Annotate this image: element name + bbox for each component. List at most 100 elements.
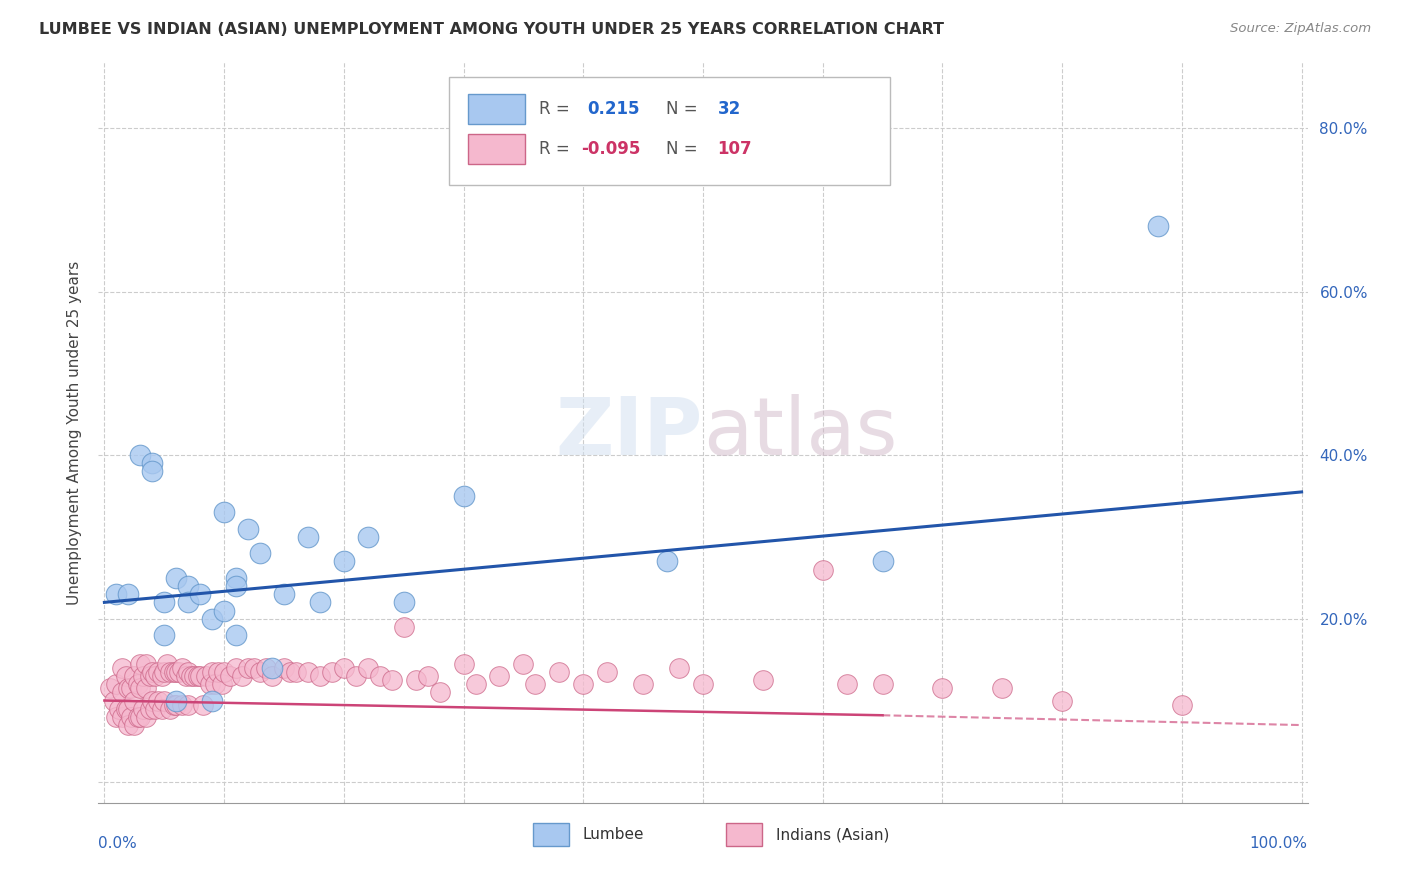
Point (872, 677, 894, 691)
Point (931, 681, 953, 696)
Point (115, 669, 138, 683)
Text: N =: N = (665, 140, 697, 158)
Point (174, 669, 197, 683)
Point (177, 579, 200, 593)
Point (159, 702, 181, 716)
Point (548, 665, 571, 679)
Point (273, 661, 295, 675)
Point (201, 693, 224, 707)
Point (212, 665, 235, 679)
Point (655, 554, 678, 568)
Point (692, 677, 714, 691)
Point (187, 669, 209, 683)
Point (183, 669, 205, 683)
Point (835, 677, 858, 691)
Point (111, 710, 134, 724)
Point (512, 657, 534, 671)
Point (177, 595, 200, 609)
Point (198, 677, 221, 691)
Point (631, 677, 654, 691)
Point (156, 657, 179, 671)
Point (392, 595, 415, 609)
Point (129, 710, 152, 724)
Point (163, 665, 186, 679)
Point (107, 702, 129, 716)
FancyBboxPatch shape (468, 135, 526, 164)
Point (148, 693, 170, 707)
Point (167, 665, 190, 679)
Point (212, 505, 235, 519)
Point (127, 677, 149, 691)
Point (141, 465, 163, 479)
Point (143, 669, 166, 683)
Point (278, 665, 301, 679)
Text: R =: R = (538, 140, 569, 158)
Text: 0.0%: 0.0% (98, 836, 138, 851)
Point (225, 661, 247, 675)
Text: LUMBEE VS INDIAN (ASIAN) UNEMPLOYMENT AMONG YOUTH UNDER 25 YEARS CORRELATION CHA: LUMBEE VS INDIAN (ASIAN) UNEMPLOYMENT AM… (39, 22, 945, 37)
Point (207, 665, 229, 679)
Text: 107: 107 (717, 140, 752, 158)
Point (596, 665, 619, 679)
Point (204, 677, 226, 691)
Point (572, 677, 595, 691)
Point (129, 657, 152, 671)
Text: Source: ZipAtlas.com: Source: ZipAtlas.com (1230, 22, 1371, 36)
Text: R =: R = (538, 100, 569, 118)
Point (117, 718, 139, 732)
Point (165, 571, 187, 585)
Point (464, 677, 486, 691)
Point (139, 669, 162, 683)
Text: 0.215: 0.215 (586, 100, 640, 118)
Point (524, 677, 547, 691)
Point (392, 620, 415, 634)
Point (180, 669, 202, 683)
Point (188, 587, 211, 601)
Point (117, 587, 139, 601)
Text: N =: N = (665, 100, 697, 118)
Point (333, 661, 356, 675)
Point (188, 669, 211, 683)
Point (141, 665, 163, 679)
Point (201, 612, 224, 626)
Point (191, 698, 214, 712)
Point (991, 681, 1014, 696)
Point (236, 522, 259, 536)
FancyBboxPatch shape (533, 822, 569, 847)
Point (381, 673, 404, 687)
Text: Indians (Asian): Indians (Asian) (776, 827, 889, 842)
Point (260, 669, 283, 683)
Point (321, 665, 343, 679)
Point (1171, 698, 1194, 712)
Point (100, 681, 122, 696)
Point (811, 563, 834, 577)
Point (357, 530, 380, 544)
Point (357, 661, 380, 675)
Point (429, 685, 451, 699)
Y-axis label: Unemployment Among Youth under 25 years: Unemployment Among Youth under 25 years (67, 260, 83, 605)
Point (111, 661, 134, 675)
Point (124, 669, 146, 683)
Point (111, 685, 134, 699)
Point (225, 571, 247, 585)
Point (117, 681, 139, 696)
Text: -0.095: -0.095 (581, 140, 640, 158)
Point (172, 661, 194, 675)
Point (148, 665, 170, 679)
Point (453, 489, 475, 503)
Point (150, 702, 173, 716)
Point (163, 698, 186, 712)
Point (132, 702, 155, 716)
Point (120, 681, 142, 696)
Point (124, 718, 146, 732)
Point (129, 681, 152, 696)
Point (120, 710, 142, 724)
Point (141, 456, 163, 470)
Point (105, 677, 128, 691)
Point (195, 669, 218, 683)
Point (165, 693, 187, 707)
Point (231, 669, 253, 683)
Text: ZIP: ZIP (555, 393, 703, 472)
Text: atlas: atlas (703, 393, 897, 472)
Point (219, 669, 242, 683)
